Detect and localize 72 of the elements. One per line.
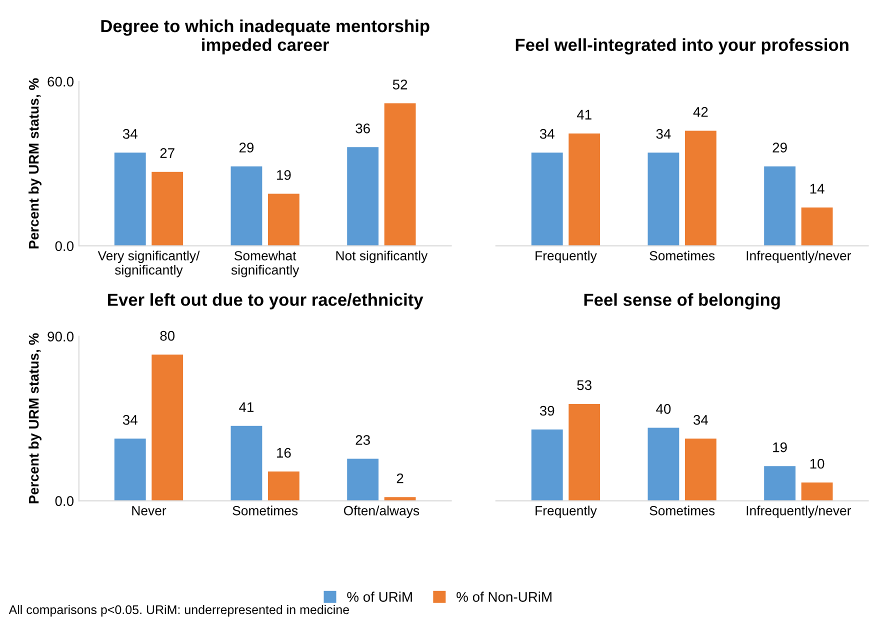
data-label: 34 bbox=[122, 414, 138, 425]
y-tick-label: 90.0 bbox=[48, 332, 74, 342]
legend-label: % of Non-URiM bbox=[456, 592, 552, 602]
data-label: 14 bbox=[810, 184, 824, 194]
x-tick-label: Never bbox=[132, 506, 166, 516]
data-label: 34 bbox=[540, 128, 554, 139]
data-label: 23 bbox=[356, 435, 370, 445]
text: All comparisons p<0.05. URiM: underrepresented in medicine bbox=[8, 604, 350, 617]
bar bbox=[648, 152, 680, 246]
legend-label: % of URiM bbox=[347, 592, 412, 602]
bar bbox=[801, 482, 833, 501]
data-label: 42 bbox=[693, 107, 708, 117]
bar bbox=[764, 166, 796, 246]
y-tick-label: 0.0 bbox=[55, 496, 74, 506]
data-label: 19 bbox=[277, 170, 291, 180]
bar bbox=[684, 438, 716, 501]
bar bbox=[230, 166, 262, 246]
bar bbox=[114, 152, 146, 246]
data-label: 2 bbox=[396, 473, 404, 484]
x-tick-label: Somewhat significantly bbox=[231, 250, 300, 278]
y-tick-label: 0.0 bbox=[55, 241, 74, 252]
bar bbox=[684, 130, 716, 246]
data-label: 16 bbox=[277, 448, 291, 458]
bar bbox=[384, 103, 416, 246]
bar bbox=[531, 430, 563, 501]
data-label: 29 bbox=[239, 142, 254, 153]
y-axis-title: Percent by URM status, % bbox=[28, 333, 42, 504]
bar bbox=[114, 438, 146, 501]
bar bbox=[152, 172, 184, 246]
data-label: 41 bbox=[239, 402, 254, 412]
data-label: 52 bbox=[392, 80, 408, 90]
data-label: 29 bbox=[772, 142, 787, 153]
data-label: 34 bbox=[656, 128, 671, 139]
bar bbox=[152, 354, 184, 501]
data-label: 34 bbox=[122, 128, 138, 139]
bar bbox=[268, 194, 300, 246]
data-label: 10 bbox=[810, 458, 824, 469]
chart-title: Degree to which inadequate mentorship impeded career bbox=[101, 19, 430, 54]
x-tick-label: Frequently bbox=[536, 250, 597, 264]
x-tick-label: Frequently bbox=[536, 506, 597, 518]
bar bbox=[347, 147, 379, 246]
x-tick-label: Not significantly bbox=[336, 250, 428, 264]
x-tick-label: Infrequently/never bbox=[746, 506, 852, 518]
chart-title: Ever left out due to your race/ethnicity bbox=[108, 293, 424, 310]
bar bbox=[531, 152, 563, 246]
chart-title: Feel well-integrated into your profession bbox=[516, 38, 848, 55]
data-label: 80 bbox=[160, 330, 175, 341]
x-tick-label: Sometimes bbox=[650, 506, 715, 516]
y-tick-label: 60.0 bbox=[48, 76, 74, 87]
bar bbox=[347, 458, 379, 501]
data-label: 53 bbox=[577, 380, 592, 390]
x-tick-label: Often/always bbox=[344, 506, 420, 518]
data-label: 41 bbox=[576, 110, 592, 120]
data-label: 40 bbox=[656, 404, 671, 414]
x-tick-label: Infrequently/never bbox=[746, 250, 852, 264]
data-label: 39 bbox=[540, 406, 554, 416]
bar bbox=[568, 133, 600, 246]
chart-title: Feel sense of belonging bbox=[584, 293, 780, 310]
data-label: 34 bbox=[693, 414, 708, 425]
data-label: 36 bbox=[356, 123, 370, 134]
data-label: 27 bbox=[160, 148, 174, 158]
bar bbox=[801, 207, 833, 246]
bar bbox=[230, 426, 262, 501]
x-tick-label: Sometimes bbox=[650, 250, 715, 260]
bar bbox=[568, 404, 600, 501]
bar bbox=[648, 428, 680, 501]
y-axis-title: Percent by URM status, % bbox=[28, 78, 42, 248]
x-tick-label: Sometimes bbox=[232, 506, 298, 516]
bar bbox=[268, 472, 300, 501]
bar bbox=[764, 466, 796, 501]
x-tick-label: Very significantly/ significantly bbox=[98, 250, 200, 278]
data-label: 19 bbox=[773, 442, 787, 452]
